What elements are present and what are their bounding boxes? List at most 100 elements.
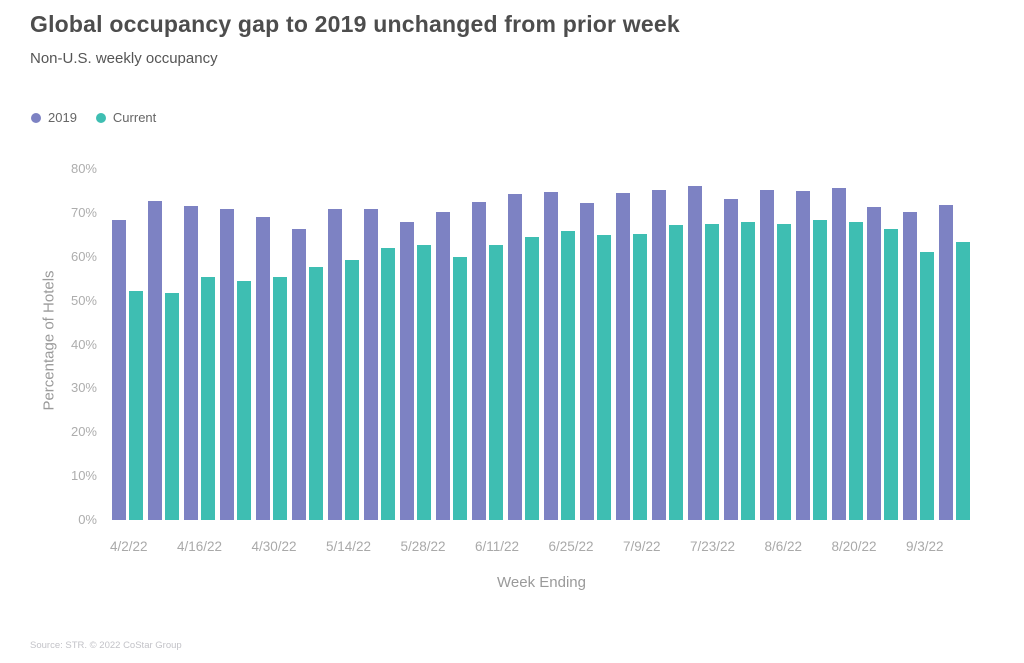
x-axis-tick-label: 4/30/22 xyxy=(251,539,297,554)
y-axis-tick-label: 30% xyxy=(70,380,97,396)
y-axis-tick-label: 0% xyxy=(78,512,97,527)
bar-current xyxy=(165,293,180,520)
bar-2019 xyxy=(148,201,163,520)
bar-group xyxy=(505,169,541,520)
bar-2019 xyxy=(759,189,774,520)
bar-group xyxy=(937,169,973,520)
legend-item-2019: 2019 xyxy=(31,110,77,125)
bar-group xyxy=(829,169,865,520)
bar-group xyxy=(182,169,218,520)
plot-area xyxy=(110,169,973,520)
bar-current xyxy=(201,277,216,520)
x-axis-tick-label xyxy=(446,539,475,554)
bar-2019 xyxy=(867,207,882,520)
x-axis-tick-label: 4/2/22 xyxy=(110,539,148,554)
x-axis-tick-label xyxy=(519,539,548,554)
x-axis-tick-label: 7/9/22 xyxy=(623,539,661,554)
bar-group xyxy=(254,169,290,520)
x-axis-tick-label: 6/25/22 xyxy=(548,539,594,554)
x-axis-tick-label xyxy=(371,539,400,554)
bar-group xyxy=(901,169,937,520)
bar-current xyxy=(812,219,827,520)
bar-current xyxy=(237,280,252,520)
bar-current xyxy=(848,222,863,520)
bar-current xyxy=(560,231,575,520)
bar-group xyxy=(793,169,829,520)
bar-2019 xyxy=(472,202,486,520)
x-axis-tick-label xyxy=(148,539,177,554)
bar-2019 xyxy=(400,221,415,520)
legend: 2019 Current xyxy=(31,110,156,125)
x-axis-tick-label: 8/20/22 xyxy=(831,539,877,554)
bar-current xyxy=(453,256,468,520)
bar-current xyxy=(632,233,647,520)
y-axis-tick-label: 10% xyxy=(70,468,97,484)
legend-label-2019: 2019 xyxy=(48,110,77,125)
y-axis-tick-label: 70% xyxy=(70,204,97,220)
bar-group xyxy=(577,169,613,520)
bar-2019 xyxy=(723,199,738,520)
bar-2019 xyxy=(364,208,379,520)
x-axis-tick-labels: 4/2/22 4/16/22 4/30/22 5/14/22 5/28/22 6/11/2… xyxy=(110,539,973,554)
bar-2019 xyxy=(184,205,199,520)
y-axis-tick-labels: 80% 70% 60% 50% 40% 30% 20% 10% 0% xyxy=(40,0,97,663)
bar-group xyxy=(362,169,398,520)
chart-subtitle: Non-U.S. weekly occupancy xyxy=(30,50,218,67)
bar-group xyxy=(541,169,577,520)
bar-group xyxy=(613,169,649,520)
bar-group xyxy=(721,169,757,520)
x-axis-title: Week Ending xyxy=(497,574,586,591)
x-axis-tick-label xyxy=(661,539,690,554)
bar-current xyxy=(884,229,899,520)
bar-current xyxy=(309,266,324,520)
bar-current xyxy=(776,224,791,520)
bar-2019 xyxy=(687,186,702,520)
bar-group xyxy=(290,169,326,520)
x-axis-tick-label xyxy=(222,539,251,554)
bar-2019 xyxy=(615,192,630,520)
bar-current xyxy=(273,276,288,520)
bar-2019 xyxy=(831,187,846,520)
bar-current xyxy=(345,260,360,520)
bar-current xyxy=(920,251,935,520)
bar-current xyxy=(489,245,503,520)
bar-group xyxy=(326,169,362,520)
bar-group xyxy=(685,169,721,520)
bar-2019 xyxy=(795,190,810,520)
x-axis-tick-label xyxy=(297,539,326,554)
bar-2019 xyxy=(112,220,127,520)
x-axis-tick-label: 8/6/22 xyxy=(764,539,803,554)
legend-label-current: Current xyxy=(112,110,157,125)
y-axis-tick-label: 60% xyxy=(70,248,97,264)
source-note: Source: STR. © 2022 CoStar Group xyxy=(30,640,182,651)
bar-group xyxy=(434,169,470,520)
x-axis-tick-label xyxy=(944,539,973,554)
bar-2019 xyxy=(328,208,343,520)
chart-title: Global occupancy gap to 2019 unchanged f… xyxy=(30,11,680,37)
y-axis-tick-label: 80% xyxy=(70,161,97,176)
bar-2019 xyxy=(903,212,918,520)
bar-2019 xyxy=(939,205,954,520)
bar-2019 xyxy=(579,203,594,520)
legend-swatch-2019-icon xyxy=(31,112,41,123)
bar-2019 xyxy=(543,192,558,520)
bar-current xyxy=(381,247,396,520)
bar-2019 xyxy=(256,217,271,520)
bar-current xyxy=(524,236,539,520)
x-axis-tick-label: 4/16/22 xyxy=(177,539,223,554)
bar-group xyxy=(398,169,434,520)
bar-group xyxy=(218,169,254,520)
x-axis-tick-label xyxy=(594,539,623,554)
x-axis-tick-label: 7/23/22 xyxy=(690,539,736,554)
bar-2019 xyxy=(436,212,451,520)
legend-swatch-current-icon xyxy=(95,112,106,123)
legend-item-current: Current xyxy=(95,110,157,125)
y-axis-tick-label: 50% xyxy=(70,292,97,308)
bar-current xyxy=(740,221,755,520)
bar-group xyxy=(649,169,685,520)
bar-group xyxy=(470,169,506,520)
bar-current xyxy=(129,291,144,520)
bar-current xyxy=(596,235,611,520)
x-axis-tick-label: 5/28/22 xyxy=(400,539,446,554)
bar-group xyxy=(110,169,146,520)
